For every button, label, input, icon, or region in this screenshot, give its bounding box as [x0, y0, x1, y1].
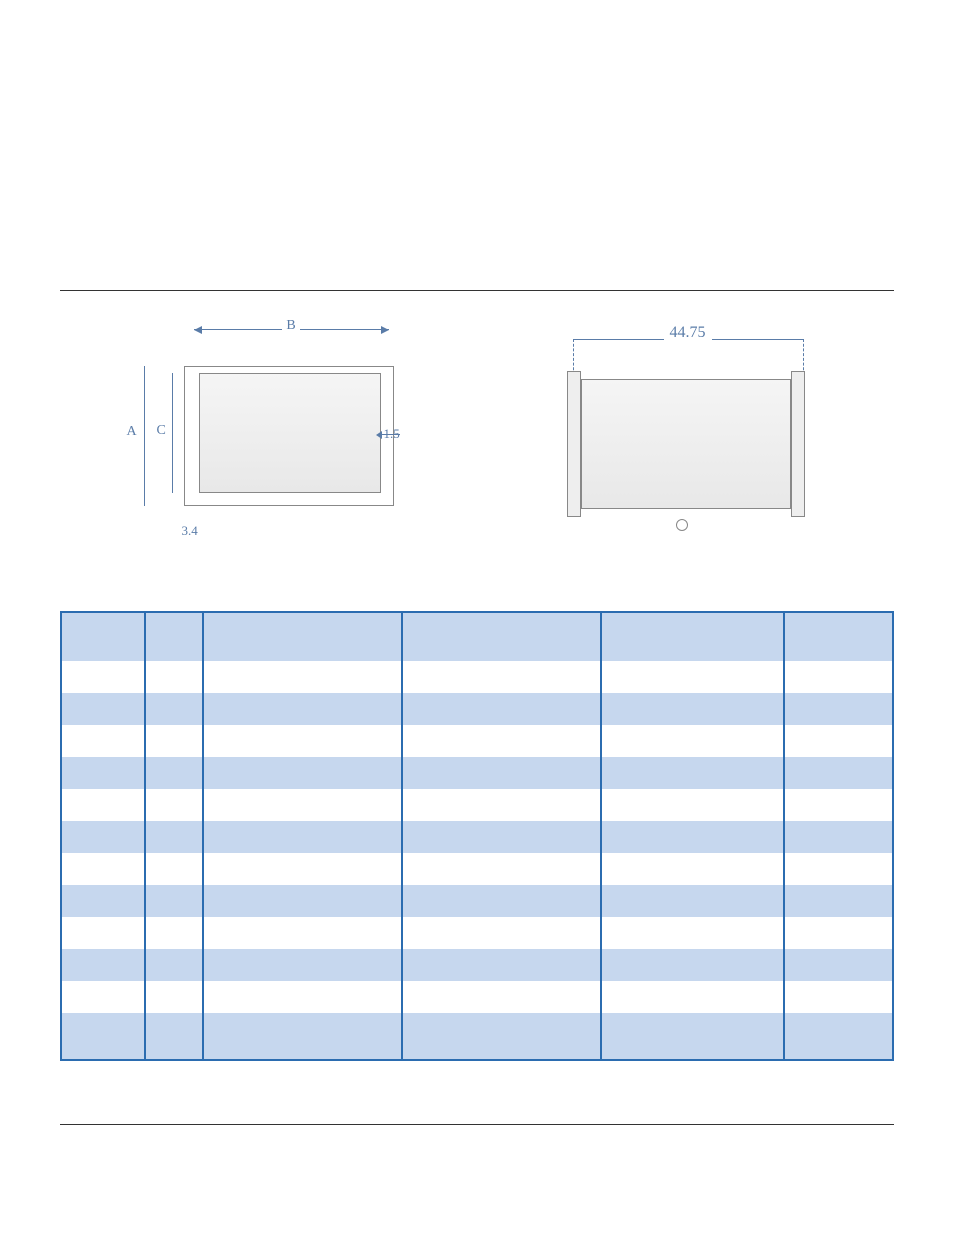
front-view-diagram: 44.75	[551, 311, 831, 551]
page: B A C 1.5 3.4 44.75	[0, 0, 954, 1235]
front-foot-circle	[676, 519, 688, 531]
bottom-rule	[60, 1124, 894, 1125]
dimension-b-label: B	[282, 318, 299, 333]
top-rule	[60, 290, 894, 291]
table-row	[62, 757, 892, 789]
table-row	[62, 853, 892, 885]
spec-table-wrap	[60, 611, 894, 1061]
dimension-b: B	[194, 329, 389, 348]
table-row	[62, 693, 892, 725]
dim-extension-right	[803, 339, 804, 375]
table-row	[62, 661, 892, 693]
col-header-5	[601, 613, 784, 661]
table-row	[62, 789, 892, 821]
table-row	[62, 885, 892, 917]
side-view-diagram: B A C 1.5 3.4	[124, 311, 424, 551]
spec-table	[62, 613, 892, 1059]
table-row	[62, 949, 892, 981]
side-inner-box	[199, 373, 381, 493]
dimension-a: A	[144, 366, 145, 506]
table-row	[62, 725, 892, 757]
table-row	[62, 1013, 892, 1045]
dimension-base-label: 3.4	[182, 523, 198, 539]
dimension-width-label: 44.75	[664, 324, 712, 341]
col-header-4	[402, 613, 601, 661]
table-row	[62, 821, 892, 853]
dimension-depth-label: 1.5	[384, 426, 400, 442]
front-flange-left	[567, 371, 581, 517]
col-header-1	[62, 613, 145, 661]
table-row	[62, 917, 892, 949]
col-header-2	[145, 613, 203, 661]
table-row	[62, 981, 892, 1013]
dimension-width: 44.75	[573, 339, 803, 358]
table-body	[62, 661, 892, 1059]
dimension-c-label: C	[157, 423, 166, 439]
col-header-6	[784, 613, 892, 661]
front-body-box	[581, 379, 791, 509]
front-flange-right	[791, 371, 805, 517]
col-header-3	[203, 613, 402, 661]
table-header-row	[62, 613, 892, 661]
dimension-a-label: A	[127, 424, 137, 440]
dimension-c: C	[172, 373, 173, 493]
technical-diagrams: B A C 1.5 3.4 44.75	[60, 311, 894, 571]
table-footer-strip	[62, 1045, 892, 1059]
